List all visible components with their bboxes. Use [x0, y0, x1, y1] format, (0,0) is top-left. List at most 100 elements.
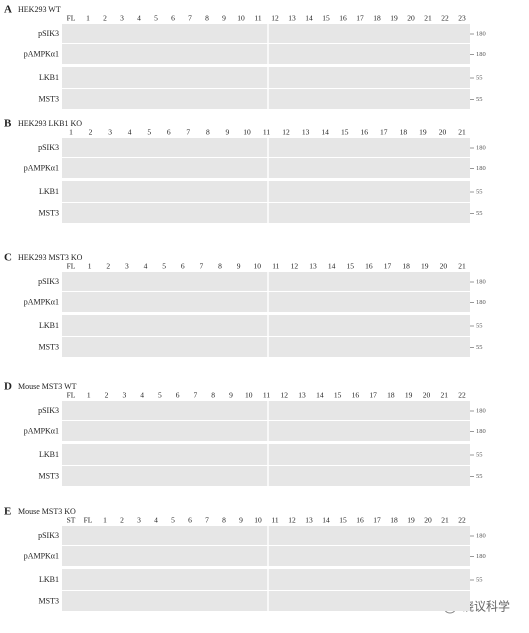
marker-label: 180: [476, 278, 486, 285]
lane-label: 12: [291, 262, 299, 271]
lane-label: 11: [254, 14, 261, 23]
marker-label: 55: [476, 188, 483, 195]
blot-strip: [62, 292, 470, 312]
lane-label: 6: [176, 391, 180, 400]
lane-label: 12: [281, 391, 289, 400]
marker-label: 180: [476, 428, 486, 435]
lane-label: 11: [271, 516, 278, 525]
lane-label: 9: [229, 391, 233, 400]
lane-label: 15: [347, 262, 355, 271]
lane-label: 21: [441, 516, 449, 525]
panel-title: HEK293 LKB1 KO: [18, 119, 82, 128]
blot-strip: [62, 272, 470, 291]
row-label: MST3: [39, 94, 59, 103]
lane-label: 22: [441, 14, 449, 23]
blot-strip: [62, 158, 470, 178]
marker-label: 180: [476, 299, 486, 306]
lane-label: 21: [440, 391, 448, 400]
marker-label: 55: [476, 210, 483, 217]
blot-strip: [62, 401, 470, 420]
lane-label: 18: [400, 128, 408, 137]
lane-label: 19: [405, 391, 413, 400]
lane-label: 5: [158, 391, 162, 400]
panel-title: HEK293 WT: [18, 5, 61, 14]
lane-label: 1: [69, 128, 73, 137]
lane-label: 7: [186, 128, 190, 137]
watermark-text: 饶议科学: [462, 599, 510, 614]
lane-label: 3: [137, 516, 141, 525]
marker-label: 55: [476, 96, 483, 103]
lane-label: 6: [171, 14, 175, 23]
lane-label: 8: [222, 516, 226, 525]
lane-label: 12: [271, 14, 279, 23]
marker-label: 55: [476, 576, 483, 583]
lane-label: 8: [205, 14, 209, 23]
lane-label: 16: [352, 391, 360, 400]
lane-label: 19: [421, 262, 429, 271]
lane-label: 15: [341, 128, 349, 137]
panel-title: Mouse MST3 KO: [18, 507, 76, 516]
blot-strip: [62, 44, 470, 64]
lane-label: 10: [254, 516, 262, 525]
lane-label: 1: [103, 516, 107, 525]
row-label: LKB1: [39, 187, 59, 196]
lane-label: 6: [181, 262, 185, 271]
lane-label: 19: [419, 128, 427, 137]
lane-label: 8: [206, 128, 210, 137]
blot-strip: [62, 138, 470, 157]
marker-label: 180: [476, 51, 486, 58]
lane-label: 14: [321, 128, 329, 137]
lane-label: 14: [316, 391, 324, 400]
row-label: MST3: [39, 596, 59, 605]
lane-label: 9: [222, 14, 226, 23]
marker-label: 180: [476, 30, 486, 37]
row-label: pAMPKα1: [24, 49, 59, 58]
lane-label: 12: [288, 516, 296, 525]
panel-letter: D: [4, 381, 12, 393]
lane-label: 7: [188, 14, 192, 23]
blot-strip: [62, 315, 470, 336]
lane-label: 4: [128, 128, 132, 137]
blot-strip: [62, 67, 470, 88]
marker-label: 55: [476, 473, 483, 480]
lane-label: 13: [288, 14, 296, 23]
lane-label: 7: [205, 516, 209, 525]
lane-label: 22: [458, 516, 466, 525]
marker-label: 55: [476, 451, 483, 458]
blot-strip: [62, 24, 470, 43]
blot-strip: [62, 526, 470, 545]
lane-label: 10: [253, 262, 261, 271]
lane-label: 18: [402, 262, 410, 271]
panel-letter: C: [4, 252, 12, 264]
panel-title: HEK293 MST3 KO: [18, 253, 83, 262]
lane-label: 1: [86, 14, 90, 23]
lane-label: 17: [384, 262, 392, 271]
lane-label: 13: [302, 128, 310, 137]
row-label: pSIK3: [38, 277, 59, 286]
lane-label: 14: [328, 262, 336, 271]
lane-label: 16: [365, 262, 373, 271]
blot-strip: [62, 203, 470, 223]
lane-label: 20: [439, 128, 447, 137]
marker-label: 180: [476, 407, 486, 414]
lane-label: 7: [199, 262, 203, 271]
lane-label: 7: [194, 391, 198, 400]
row-label: LKB1: [39, 73, 59, 82]
row-label: LKB1: [39, 321, 59, 330]
lane-label: 2: [89, 128, 93, 137]
lane-label: 17: [373, 516, 381, 525]
lane-label: 3: [125, 262, 129, 271]
blot-strip: [62, 89, 470, 109]
row-label: pAMPKα1: [24, 163, 59, 172]
blot-strip: [62, 569, 470, 590]
lane-label: 13: [305, 516, 313, 525]
lane-label: 21: [458, 128, 466, 137]
lane-label: 19: [407, 516, 415, 525]
blot-strip: [62, 337, 470, 357]
marker-label: 180: [476, 165, 486, 172]
row-label: MST3: [39, 471, 59, 480]
lane-label: 16: [361, 128, 369, 137]
lane-label: 3: [120, 14, 124, 23]
row-label: LKB1: [39, 575, 59, 584]
